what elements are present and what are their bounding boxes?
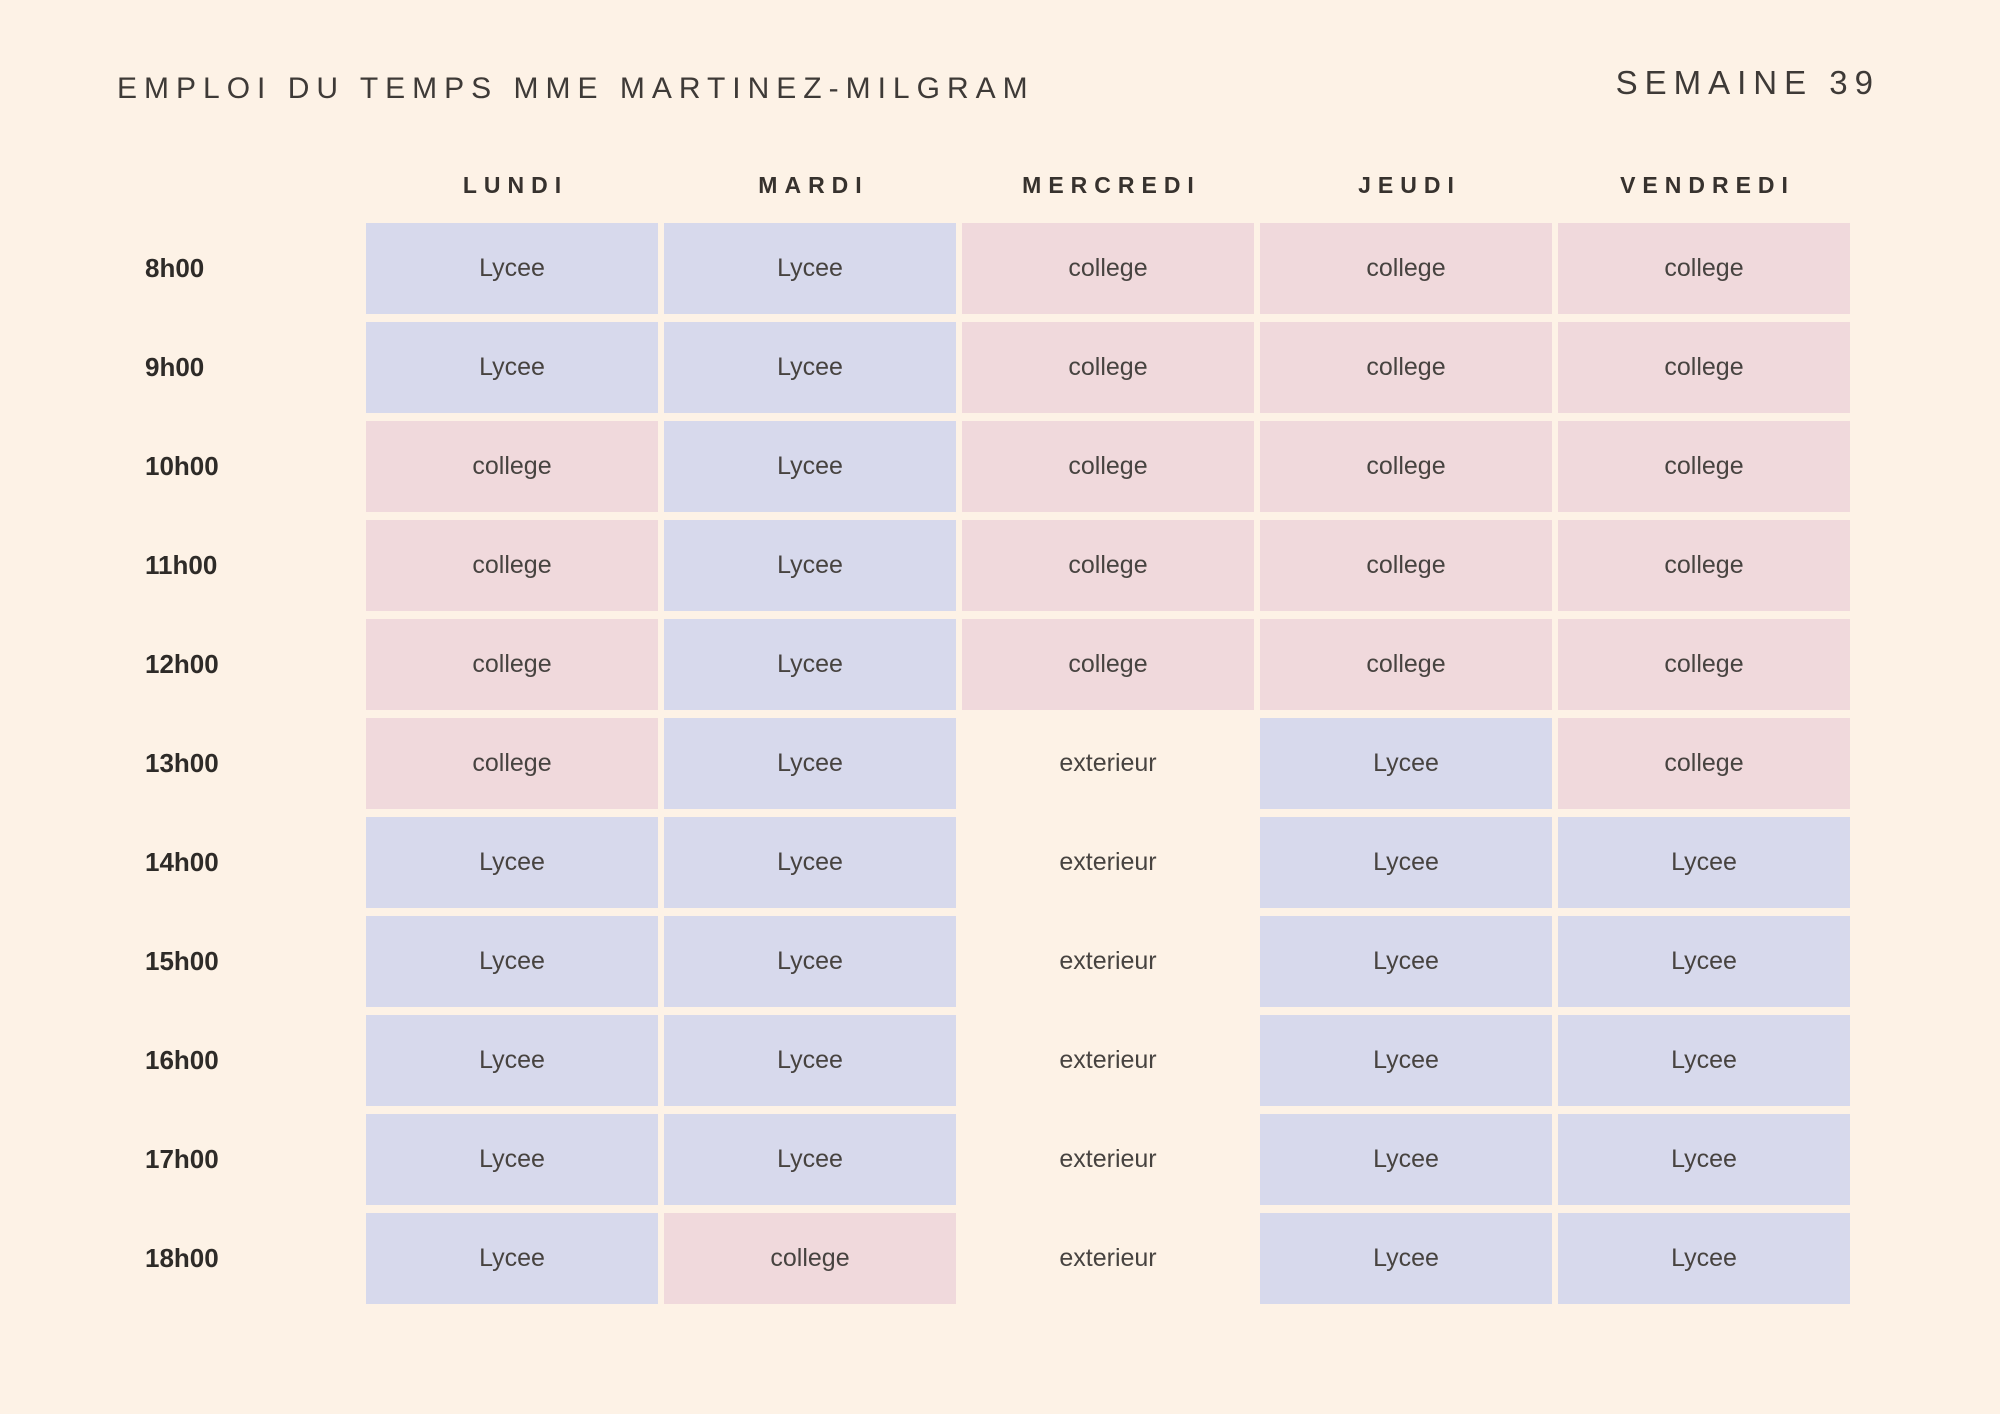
cell-lundi-15h00: Lycee [366,916,658,1007]
time-label-11h00: 11h00 [145,550,218,580]
cell-mardi-10h00: Lycee [664,421,956,512]
cell-mercredi-15h00: exterieur [1059,947,1157,975]
grid-corner-spacer [145,155,360,215]
week-label: SEMAINE 39 [1615,64,1880,101]
cell-lundi-16h00: Lycee [366,1015,658,1106]
cell-mercredi-16h00: exterieur [1059,1046,1157,1074]
day-header-mercredi: MERCREDI [1022,171,1201,198]
cell-jeudi-17h00: Lycee [1260,1114,1552,1205]
cell-vendredi-16h00: Lycee [1558,1015,1850,1106]
cell-mardi-18h00: college [664,1213,956,1304]
cell-mardi-8h00: Lycee [664,223,956,314]
time-label-18h00: 18h00 [145,1243,219,1273]
cell-lundi-9h00: Lycee [366,322,658,413]
cell-jeudi-18h00: Lycee [1260,1213,1552,1304]
cell-lundi-14h00: Lycee [366,817,658,908]
cell-jeudi-9h00: college [1260,322,1552,413]
cell-mardi-12h00: Lycee [664,619,956,710]
cell-mercredi-12h00: college [962,619,1254,710]
cell-mardi-17h00: Lycee [664,1114,956,1205]
time-label-14h00: 14h00 [145,847,219,877]
cell-vendredi-14h00: Lycee [1558,817,1850,908]
cell-mercredi-17h00: exterieur [1059,1145,1157,1173]
cell-jeudi-13h00: Lycee [1260,718,1552,809]
cell-mercredi-8h00: college [962,223,1254,314]
cell-lundi-18h00: Lycee [366,1213,658,1304]
day-header-jeudi: JEUDI [1358,171,1461,198]
cell-vendredi-11h00: college [1558,520,1850,611]
cell-mercredi-9h00: college [962,322,1254,413]
cell-mardi-15h00: Lycee [664,916,956,1007]
time-label-8h00: 8h00 [145,253,205,283]
day-header-vendredi: VENDREDI [1620,171,1795,198]
cell-vendredi-8h00: college [1558,223,1850,314]
cell-jeudi-16h00: Lycee [1260,1015,1552,1106]
cell-vendredi-13h00: college [1558,718,1850,809]
time-label-10h00: 10h00 [145,451,219,481]
cell-lundi-8h00: Lycee [366,223,658,314]
cell-mardi-11h00: Lycee [664,520,956,611]
cell-vendredi-18h00: Lycee [1558,1213,1850,1304]
time-label-16h00: 16h00 [145,1045,219,1075]
cell-mercredi-18h00: exterieur [1059,1244,1157,1272]
schedule-grid: LUNDI MARDI MERCREDI JEUDI VENDREDI 8h00 Lycee… [145,155,1850,1304]
cell-jeudi-11h00: college [1260,520,1552,611]
cell-lundi-13h00: college [366,718,658,809]
time-label-12h00: 12h00 [145,649,219,679]
cell-vendredi-15h00: Lycee [1558,916,1850,1007]
cell-mercredi-10h00: college [962,421,1254,512]
cell-mardi-13h00: Lycee [664,718,956,809]
cell-vendredi-10h00: college [1558,421,1850,512]
cell-lundi-10h00: college [366,421,658,512]
day-header-lundi: LUNDI [462,171,569,198]
page-title: EMPLOI DU TEMPS MME MARTINEZ-MILGRAM [117,72,1035,105]
time-label-9h00: 9h00 [145,352,205,382]
cell-lundi-17h00: Lycee [366,1114,658,1205]
time-label-13h00: 13h00 [145,748,219,778]
cell-vendredi-9h00: college [1558,322,1850,413]
cell-jeudi-8h00: college [1260,223,1552,314]
day-header-mardi: MARDI [758,171,869,198]
cell-jeudi-14h00: Lycee [1260,817,1552,908]
cell-vendredi-12h00: college [1558,619,1850,710]
cell-mercredi-11h00: college [962,520,1254,611]
time-label-15h00: 15h00 [145,946,219,976]
cell-jeudi-10h00: college [1260,421,1552,512]
cell-mardi-9h00: Lycee [664,322,956,413]
cell-lundi-12h00: college [366,619,658,710]
cell-jeudi-12h00: college [1260,619,1552,710]
time-label-17h00: 17h00 [145,1144,219,1174]
cell-mardi-16h00: Lycee [664,1015,956,1106]
cell-mardi-14h00: Lycee [664,817,956,908]
cell-mercredi-14h00: exterieur [1059,848,1157,876]
cell-lundi-11h00: college [366,520,658,611]
cell-jeudi-15h00: Lycee [1260,916,1552,1007]
cell-vendredi-17h00: Lycee [1558,1114,1850,1205]
cell-mercredi-13h00: exterieur [1059,749,1157,777]
